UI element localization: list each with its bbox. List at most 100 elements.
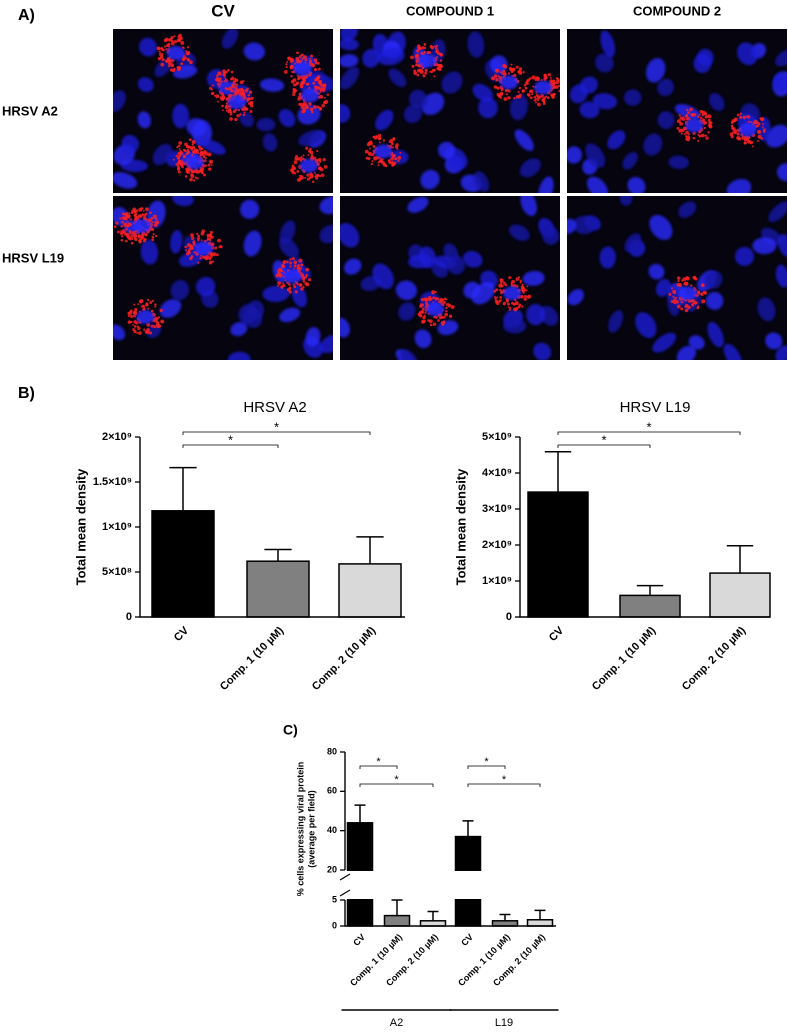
viral-protein (189, 256, 193, 261)
viral-protein (323, 86, 326, 90)
viral-protein (144, 330, 149, 334)
viral-protein (502, 301, 507, 306)
viral-protein (440, 321, 445, 326)
viral-protein (742, 115, 747, 120)
viral-protein (319, 94, 324, 99)
viral-protein (698, 113, 701, 116)
viral-protein (439, 68, 442, 71)
viral-protein (298, 54, 302, 59)
viral-protein (494, 297, 497, 301)
viral-protein (424, 68, 428, 73)
viral-protein (225, 104, 228, 108)
viral-protein (177, 69, 180, 72)
image-tile (340, 29, 560, 193)
viral-protein (322, 83, 327, 88)
viral-protein (316, 105, 320, 109)
viral-protein (125, 233, 130, 238)
significance-label: * (394, 774, 399, 786)
viral-protein (206, 238, 209, 242)
y-tick-label: 1×10⁹ (482, 575, 512, 587)
viral-protein (215, 74, 219, 78)
viral-protein (433, 75, 436, 78)
viral-protein (203, 149, 207, 154)
viral-protein (320, 173, 325, 177)
viral-protein (697, 133, 700, 136)
viral-protein (187, 250, 191, 255)
viral-protein (128, 212, 131, 215)
viral-protein (521, 90, 525, 93)
viral-protein (310, 173, 313, 177)
viral-protein (185, 249, 188, 252)
viral-protein (430, 45, 432, 47)
nucleus (693, 53, 712, 74)
viral-protein (155, 323, 160, 328)
viral-protein (450, 305, 455, 309)
viral-protein (499, 288, 502, 292)
viral-protein (499, 92, 503, 97)
error-bar (462, 820, 474, 837)
viral-protein (150, 216, 154, 220)
viral-protein (686, 108, 689, 112)
nucleus (340, 317, 350, 338)
viral-protein (435, 50, 438, 54)
viral-protein (178, 166, 181, 168)
viral-protein (312, 81, 316, 85)
viral-protein (499, 278, 503, 281)
viral-protein (154, 305, 157, 308)
viral-protein (739, 115, 743, 119)
viral-protein (191, 139, 196, 144)
viral-protein (163, 38, 168, 43)
viral-protein (431, 290, 436, 295)
viral-protein (208, 234, 213, 238)
viral-protein (178, 33, 182, 38)
viral-protein (289, 261, 293, 265)
viral-protein (378, 141, 381, 144)
viral-protein (533, 95, 537, 99)
viral-protein (518, 69, 522, 73)
viral-protein (293, 160, 298, 165)
viral-protein (139, 299, 144, 303)
viral-protein (316, 173, 319, 177)
y-tick-label: 5×10⁹ (482, 431, 512, 443)
y-tick-label: 1.5×10⁹ (93, 476, 132, 488)
viral-protein (310, 63, 315, 68)
viral-protein (498, 300, 501, 303)
nucleus (340, 54, 359, 68)
y-tick-label: 40 (327, 825, 337, 835)
viral-protein (426, 51, 430, 55)
viral-protein (444, 312, 449, 317)
viral-protein (311, 180, 315, 184)
nucleus (508, 224, 530, 241)
significance-bracket (467, 783, 541, 787)
viral-protein (399, 151, 402, 154)
nucleus (239, 111, 254, 128)
error-bar (726, 544, 754, 574)
viral-protein (507, 89, 511, 93)
viral-protein (290, 75, 293, 78)
viral-protein (415, 60, 419, 63)
viral-protein (191, 145, 196, 150)
viral-protein (160, 62, 165, 67)
viral-protein (494, 296, 497, 299)
viral-protein (702, 290, 706, 294)
viral-protein (508, 308, 511, 311)
viral-protein (701, 299, 706, 304)
nucleus (340, 104, 351, 123)
viral-protein (507, 306, 510, 309)
viral-protein (192, 150, 196, 154)
viral-protein (156, 46, 161, 51)
viral-protein (318, 81, 322, 86)
nucleus (113, 172, 138, 189)
nucleus (538, 176, 554, 193)
viral-protein (304, 58, 308, 62)
viral-protein (120, 235, 124, 238)
viral-protein (679, 284, 682, 288)
nucleus (648, 263, 665, 280)
viral-protein (676, 304, 681, 309)
viral-protein (227, 68, 230, 72)
viral-protein (445, 298, 448, 301)
viral-protein (309, 57, 312, 60)
viral-protein (210, 242, 215, 247)
viral-protein (215, 94, 220, 99)
nucleus (132, 218, 151, 233)
